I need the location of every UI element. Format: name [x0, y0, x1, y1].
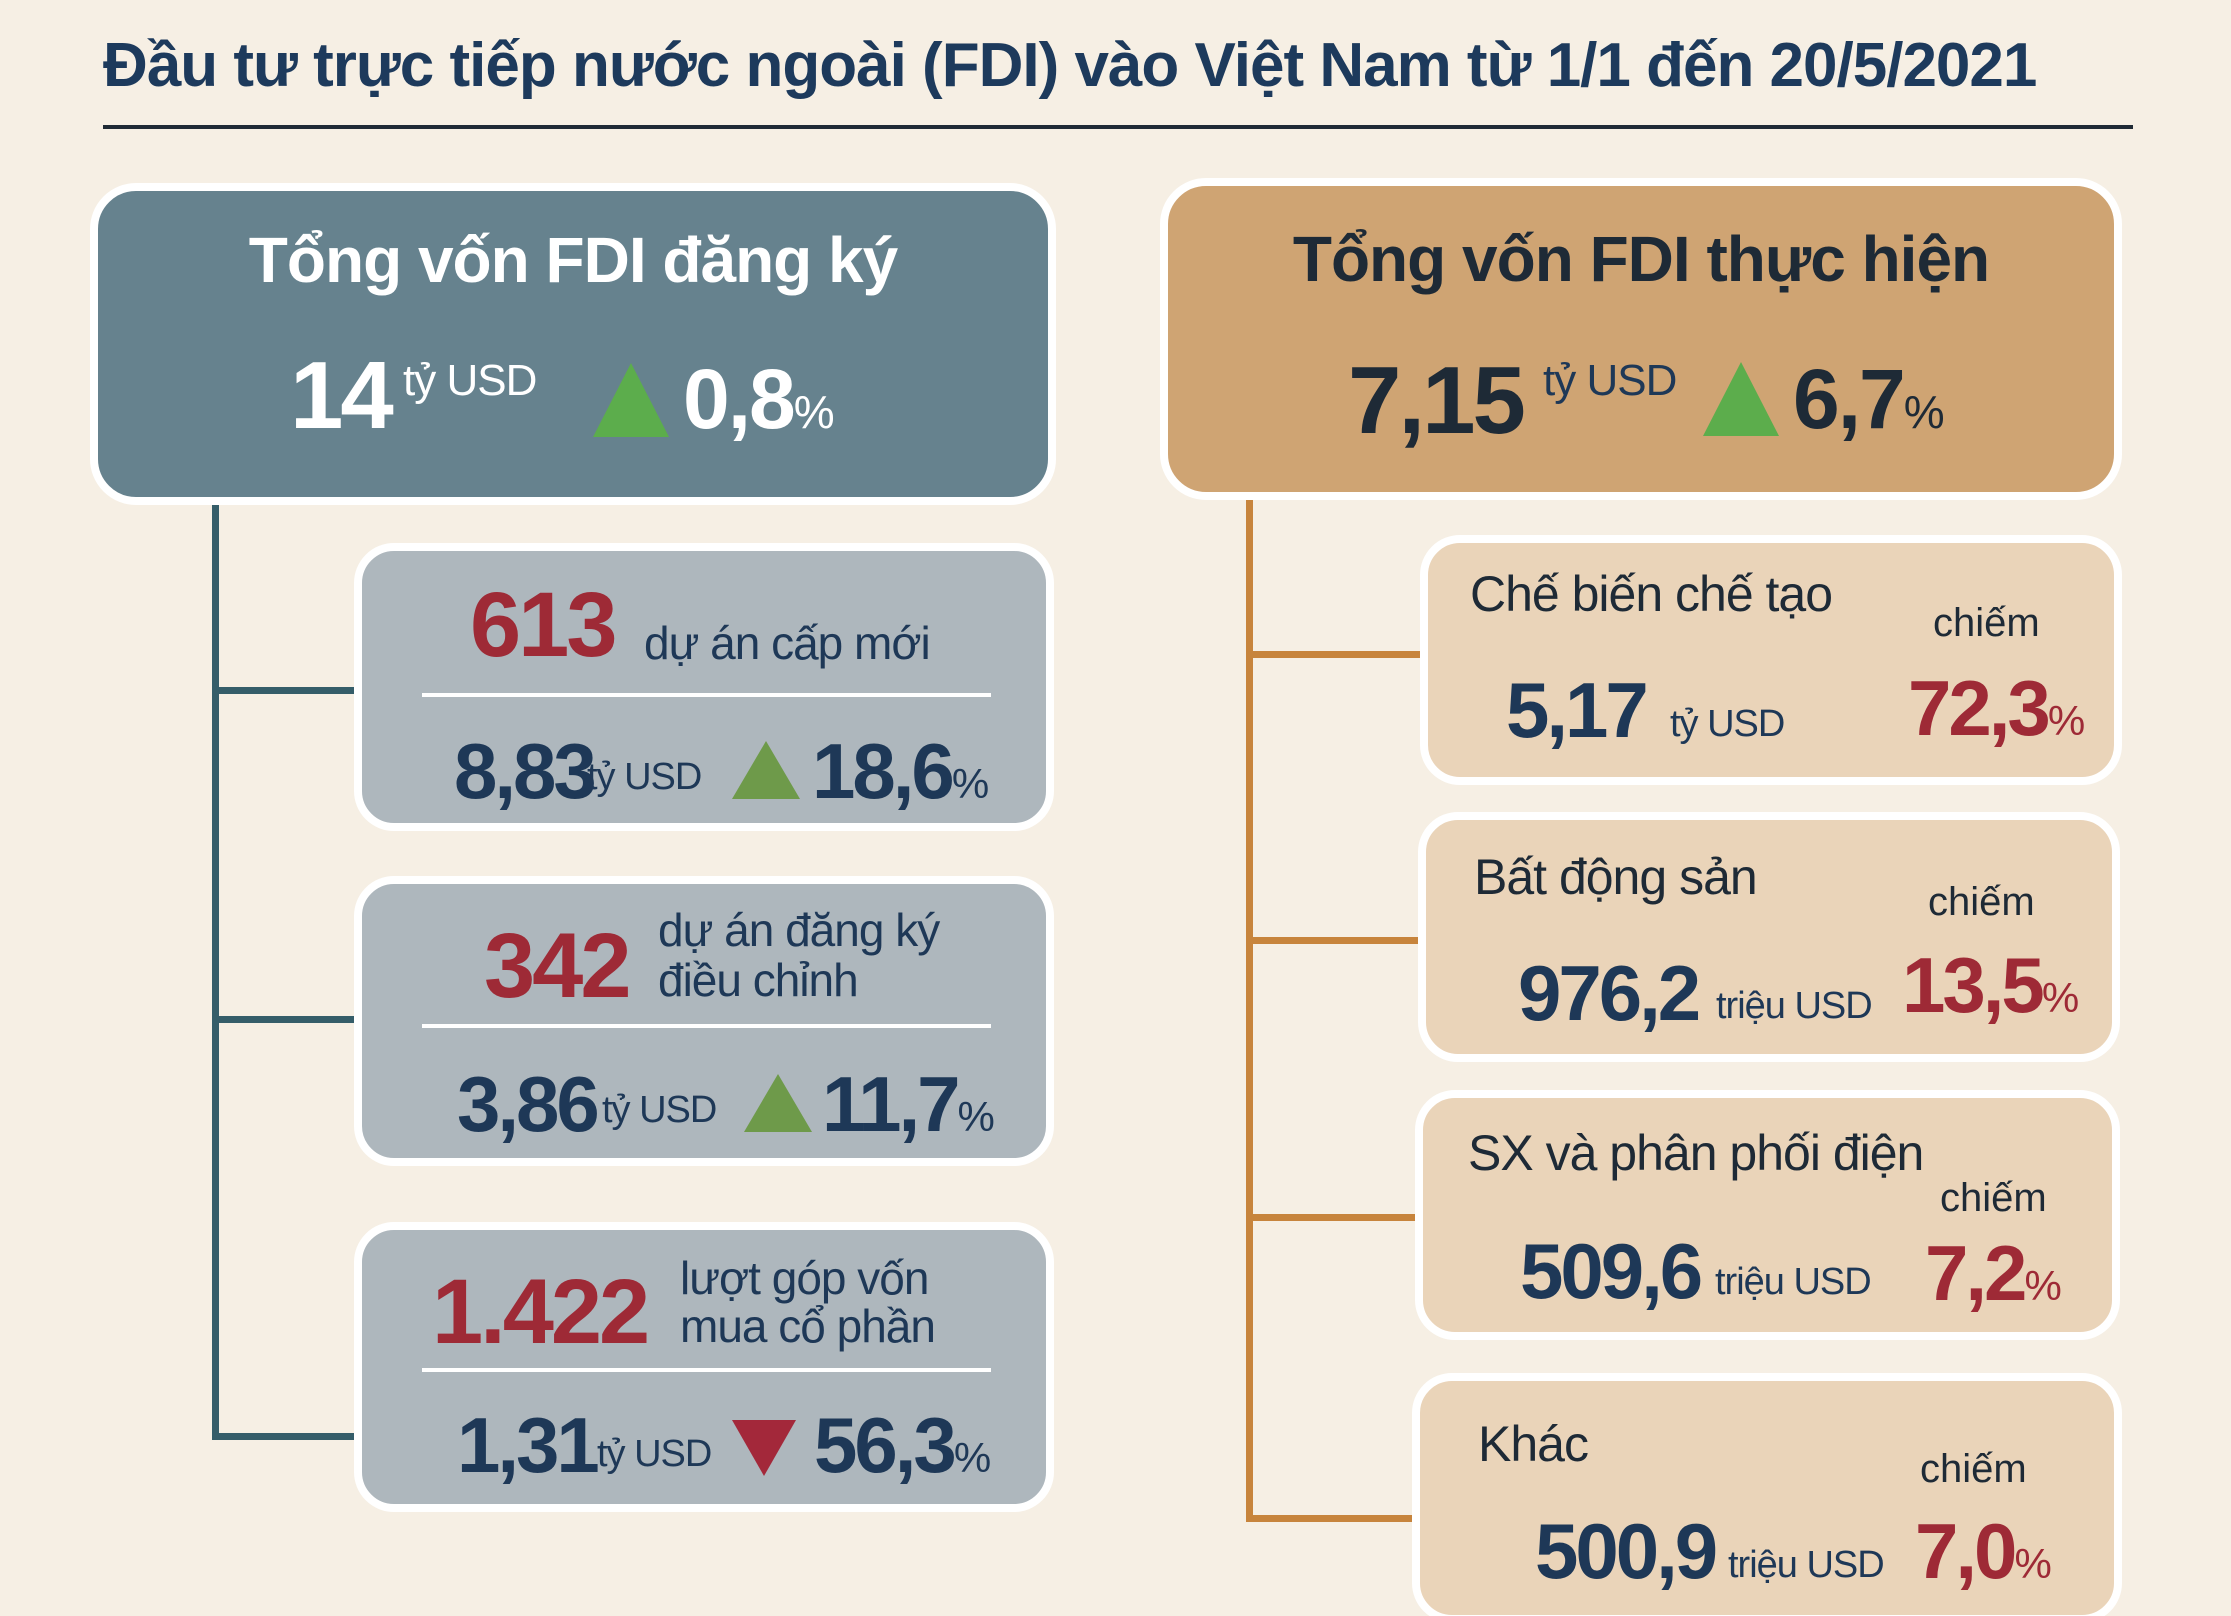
disbursed-connector-vertical [1246, 500, 1253, 1522]
sector-value: 500,9 [1535, 1507, 1718, 1595]
percent-sign: % [793, 386, 835, 438]
registered-total-card: Tổng vốn FDI đăng ký 14 tỷ USD 0,8% [90, 183, 1056, 505]
share-purchase-count: 1.422 [432, 1261, 650, 1363]
registered-connector-1 [212, 687, 354, 694]
share-purchase-card: 1.422 lượt góp vốn mua cổ phần 1,31 tỷ U… [354, 1222, 1054, 1512]
disbursed-total-unit: tỷ USD [1543, 356, 1677, 405]
sector-value: 5,17 [1506, 666, 1649, 754]
disbursed-total-value: 7,15 [1348, 347, 1526, 454]
adjusted-projects-unit: tỷ USD [602, 1089, 717, 1131]
sector-share-value: 7,0 [1915, 1507, 2017, 1595]
registered-total-unit: tỷ USD [403, 356, 537, 405]
registered-connector-2 [212, 1016, 354, 1023]
new-projects-card: 613 dự án cấp mới 8,83 tỷ USD 18,6% [354, 543, 1054, 831]
sector-unit: triệu USD [1715, 1261, 1872, 1303]
title-divider [103, 125, 2133, 129]
disbursed-total-card: Tổng vốn FDI thực hiện 7,15 tỷ USD 6,7% [1160, 178, 2122, 500]
triangle-up-icon [732, 741, 800, 799]
percent-sign: % [2014, 1540, 2052, 1587]
adjusted-projects-card: 342 dự án đăng ký điều chỉnh 3,86 tỷ USD… [354, 876, 1054, 1166]
share-purchase-unit: tỷ USD [597, 1433, 712, 1475]
share-label: chiếm [1928, 880, 2035, 924]
sector-share-value: 72,3 [1908, 664, 2051, 752]
registered-total-change: 0,8% [683, 351, 835, 448]
new-projects-divider [422, 693, 991, 697]
disbursed-connector-2 [1246, 937, 1420, 944]
triangle-up-icon [744, 1074, 812, 1132]
disbursed-connector-3 [1246, 1214, 1420, 1221]
sector-name: Khác [1478, 1416, 1589, 1472]
sector-unit: tỷ USD [1670, 703, 1785, 745]
adjusted-projects-label-line1: dự án đăng ký [658, 904, 940, 956]
disbursed-total-change: 6,7% [1793, 351, 1945, 448]
registered-connector-vertical [212, 505, 219, 1440]
sector-share: 7,2% [1925, 1228, 2062, 1319]
share-purchase-divider [422, 1368, 991, 1372]
percent-sign: % [2024, 1262, 2062, 1309]
share-purchase-label-line1: lượt góp vốn [680, 1252, 929, 1304]
share-purchase-change-value: 56,3 [814, 1401, 957, 1489]
sector-name: SX và phân phối điện [1468, 1125, 1924, 1181]
page-title: Đầu tư trực tiếp nước ngoài (FDI) vào Vi… [103, 31, 2037, 100]
sector-share: 7,0% [1915, 1506, 2052, 1597]
sector-card-electricity: SX và phân phối điện chiếm 509,6 triệu U… [1415, 1090, 2120, 1340]
registered-total-value: 14 [290, 342, 394, 449]
adjusted-projects-label-line2: điều chỉnh [658, 954, 859, 1006]
sector-card-other: Khác chiếm 500,9 triệu USD 7,0% [1412, 1373, 2122, 1616]
share-purchase-label-line2: mua cổ phần [680, 1300, 936, 1352]
new-projects-count: 613 [470, 574, 617, 676]
percent-sign: % [2041, 974, 2080, 1021]
adjusted-projects-count: 342 [484, 915, 631, 1017]
triangle-up-icon [593, 363, 669, 437]
share-label: chiếm [1920, 1447, 2027, 1491]
new-projects-label: dự án cấp mới [644, 617, 931, 669]
sector-value: 509,6 [1520, 1227, 1703, 1315]
new-projects-change-value: 18,6 [812, 727, 955, 815]
sector-share-value: 13,5 [1902, 941, 2045, 1029]
share-label: chiếm [1933, 601, 2040, 645]
sector-unit: triệu USD [1728, 1544, 1885, 1586]
percent-sign: % [953, 1434, 992, 1481]
triangle-down-icon [732, 1420, 796, 1476]
new-projects-change: 18,6% [812, 726, 989, 817]
sector-card-manufacturing: Chế biến chế tạo chiếm 5,17 tỷ USD 72,3% [1420, 535, 2122, 785]
percent-sign: % [1903, 386, 1945, 438]
triangle-up-icon [1703, 362, 1779, 436]
sector-card-real-estate: Bất động sản chiếm 976,2 triệu USD 13,5% [1418, 812, 2120, 1062]
new-projects-capital: 8,83 [454, 727, 597, 815]
adjusted-projects-change: 11,7% [822, 1059, 995, 1150]
sector-share: 13,5% [1902, 940, 2079, 1031]
sector-name: Chế biến chế tạo [1470, 566, 1833, 622]
sector-share-value: 7,2 [1925, 1229, 2027, 1317]
registered-connector-3 [212, 1433, 354, 1440]
disbursed-connector-4 [1246, 1515, 1420, 1522]
sector-unit: triệu USD [1716, 985, 1873, 1027]
registered-total-change-value: 0,8 [683, 352, 796, 446]
sector-share: 72,3% [1908, 663, 2085, 754]
disbursed-heading: Tổng vốn FDI thực hiện [1292, 223, 1990, 295]
adjusted-projects-divider [422, 1024, 991, 1028]
share-purchase-change: 56,3% [814, 1400, 991, 1491]
registered-heading: Tổng vốn FDI đăng ký [248, 224, 898, 296]
adjusted-projects-capital: 3,86 [457, 1060, 600, 1148]
percent-sign: % [2047, 697, 2086, 744]
disbursed-connector-1 [1246, 651, 1420, 658]
share-label: chiếm [1940, 1176, 2047, 1220]
percent-sign: % [951, 760, 990, 807]
percent-sign: % [957, 1093, 995, 1140]
sector-name: Bất động sản [1474, 849, 1758, 905]
new-projects-unit: tỷ USD [587, 756, 702, 798]
share-purchase-capital: 1,31 [457, 1401, 600, 1489]
adjusted-projects-change-value: 11,7 [822, 1060, 961, 1148]
sector-value: 976,2 [1518, 949, 1701, 1037]
disbursed-total-change-value: 6,7 [1793, 352, 1906, 446]
